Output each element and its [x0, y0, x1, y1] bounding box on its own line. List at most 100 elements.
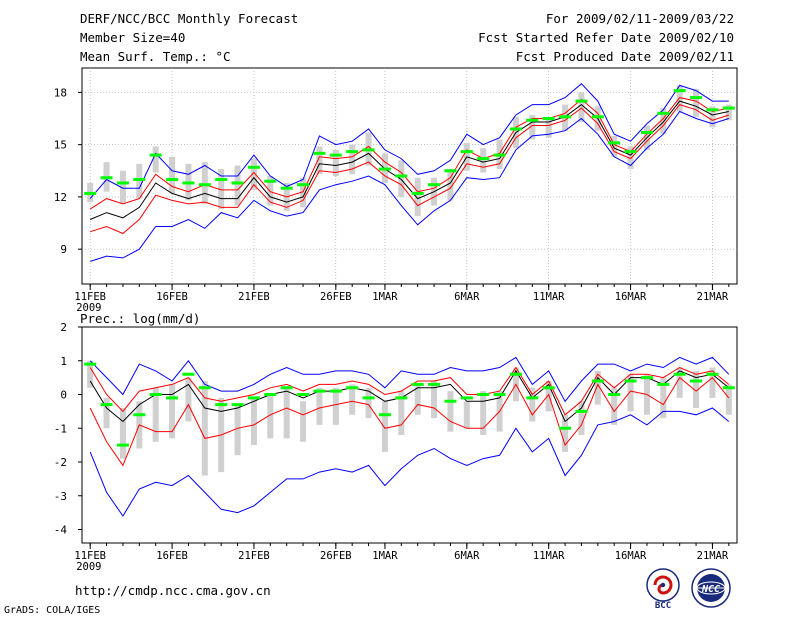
temp-range-bar-16: [349, 144, 356, 175]
prec-observed-mark-37: [690, 379, 703, 383]
temp-observed-mark-14: [313, 151, 326, 155]
prec-range-bar-22: [447, 391, 454, 432]
prec-xtick-label-0: 11FEB: [74, 550, 106, 562]
variable-label-temperature: Mean Surf. Temp.: °C: [80, 49, 231, 64]
temp-observed-mark-17: [362, 148, 375, 152]
prec-range-bar-33: [627, 374, 634, 412]
prec-range-bar-0: [87, 360, 94, 388]
temperature-panel-frame: [81, 67, 738, 285]
temp-observed-mark-39: [722, 106, 735, 110]
prec-range-bar-18: [381, 401, 388, 452]
temp-observed-mark-18: [378, 167, 391, 171]
prec-ytick-label-4: 0: [60, 389, 67, 402]
prec-ytick-label-0: -4: [54, 524, 68, 537]
prec-observed-mark-5: [166, 396, 179, 400]
temp-observed-mark-3: [133, 177, 146, 181]
prec-xtick-label-6: 11MAR: [533, 550, 565, 562]
forecast-produced-date: Fcst Produced Date 2009/02/11: [515, 49, 734, 64]
prec-range-bar-37: [693, 370, 700, 408]
temp-observed-mark-22: [444, 169, 457, 173]
temp-ytick-label-1: 12: [54, 191, 67, 204]
temp-observed-mark-10: [247, 165, 260, 169]
prec-observed-mark-14: [313, 389, 326, 393]
prec-series-2-line: [89, 366, 730, 416]
prec-observed-mark-8: [215, 403, 228, 407]
bcc-logo: BCC: [646, 568, 680, 610]
prec-observed-mark-22: [444, 399, 457, 403]
prec-observed-mark-31: [591, 379, 604, 383]
prec-observed-mark-28: [542, 386, 555, 390]
temp-observed-mark-9: [231, 181, 244, 185]
prec-range-bar-23: [463, 401, 470, 429]
prec-range-bar-35: [660, 377, 667, 419]
prec-range-bar-1: [103, 397, 110, 429]
prec-ytick-label-2: -2: [54, 456, 67, 469]
temp-range-bar-3: [136, 163, 143, 199]
temp-range-bar-9: [234, 165, 241, 206]
temp-xtick-label-7: 16MAR: [615, 291, 647, 303]
temp-xtick-label-3: 26FEB: [320, 291, 352, 303]
temp-range-bar-15: [332, 149, 339, 176]
prec-observed-mark-36: [673, 372, 686, 376]
temp-observed-mark-21: [428, 183, 441, 187]
temp-range-bar-4: [152, 146, 159, 173]
prec-observed-mark-18: [378, 413, 391, 417]
temp-range-bar-14: [316, 146, 323, 175]
temp-observed-mark-33: [624, 150, 637, 154]
prec-observed-mark-17: [362, 396, 375, 400]
prec-range-bar-15: [332, 387, 339, 425]
prec-ytick-label-1: -3: [54, 490, 67, 503]
precipitation-axis-title: Prec.: log(mm/d): [80, 311, 200, 326]
prec-range-bar-20: [414, 384, 421, 415]
temp-ytick-label-0: 9: [60, 243, 67, 256]
temp-range-bar-30: [578, 92, 585, 122]
temp-range-bar-5: [169, 156, 176, 194]
prec-range-bar-32: [611, 387, 618, 425]
prec-xtick-label-8: 21MAR: [697, 550, 729, 562]
prec-range-bar-10: [250, 397, 257, 446]
temp-range-bar-20: [414, 177, 421, 217]
prec-observed-mark-12: [280, 386, 293, 390]
temp-range-bar-32: [611, 135, 618, 157]
temp-series-0-line: [89, 83, 729, 199]
prec-observed-mark-23: [460, 396, 473, 400]
temp-range-bar-28: [545, 118, 552, 138]
temp-range-bar-11: [267, 176, 274, 206]
prec-range-bar-27: [529, 387, 536, 422]
temp-range-bar-7: [201, 162, 208, 204]
prec-observed-mark-33: [624, 379, 637, 383]
prec-range-bar-28: [545, 381, 552, 412]
prec-observed-mark-2: [116, 443, 129, 447]
temp-observed-mark-11: [264, 179, 277, 183]
temp-observed-mark-2: [116, 181, 129, 185]
temp-xtick-label-4: 1MAR: [372, 291, 398, 303]
prec-observed-mark-20: [411, 382, 424, 386]
prec-series-1-line: [89, 369, 730, 423]
prec-observed-mark-39: [722, 386, 735, 390]
prec-observed-mark-26: [509, 372, 522, 376]
temperature-chart: 9 12 15 18 11FEB 16FEB 21FEB 26FEB 1MAR 6MAR 11MAR…: [54, 68, 737, 314]
prec-ytick-label-3: -1: [54, 422, 67, 435]
prec-range-bar-36: [676, 367, 683, 398]
precipitation-chart: -4 -3 -2 -1 0 1 2 11FEB 16FEB 21FEB 26FEB 1MAR 6MAR 1…: [54, 321, 735, 573]
temp-observed-mark-20: [411, 191, 424, 195]
source-url[interactable]: http://cmdp.ncc.cma.gov.cn: [75, 583, 271, 598]
temp-range-bar-39: [725, 104, 732, 121]
prec-observed-mark-9: [231, 403, 244, 407]
prec-xtick-label-5: 6MAR: [454, 550, 480, 562]
ncc-logo-text: NCC: [701, 584, 720, 595]
prec-observed-mark-29: [559, 426, 572, 430]
prec-range-bar-16: [349, 384, 356, 415]
prec-observed-mark-7: [198, 386, 211, 390]
prec-range-bar-7: [201, 381, 208, 476]
member-size-label: Member Size=40: [80, 30, 186, 45]
temp-series-4-line: [90, 110, 729, 262]
prec-xtick-label-1: 16FEB: [156, 550, 188, 562]
temp-xtick-label-0: 11FEB: [74, 291, 106, 303]
temp-observed-mark-31: [591, 115, 604, 119]
prec-range-bar-29: [562, 414, 569, 452]
grads-credit: GrADS: COLA/IGES: [4, 605, 101, 616]
temp-observed-mark-7: [198, 183, 211, 187]
temp-series-1-line: [89, 97, 729, 210]
prec-series-3-line: [89, 376, 730, 467]
